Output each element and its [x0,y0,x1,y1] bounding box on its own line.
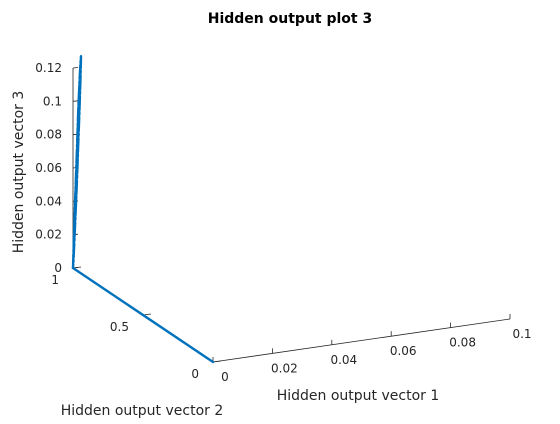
x-tick-label: 0.02 [271,361,298,375]
x-tick-label: 0 [221,370,229,384]
x-tick-label: 0.08 [449,336,476,350]
series-group [71,55,215,364]
y-tick-label: 1 [51,273,59,287]
z-tick-label: 0.1 [43,94,62,108]
x-tick-label: 0.04 [330,353,357,367]
x-axis-title: Hidden output vector 1 [277,388,440,404]
axes-group [72,68,511,363]
z-tick-mark [72,67,79,69]
y-axis-title: Hidden output vector 2 [61,403,224,419]
z-tick-label: 0 [54,261,62,275]
z-tick-label: 0.12 [35,61,62,75]
z-tick-label: 0.04 [35,194,62,208]
y-tick-label: 0 [191,367,199,381]
series-line-segment [71,266,215,364]
z-tick-label: 0.08 [35,128,62,142]
z-axis-title: Hidden output vector 3 [11,91,27,254]
x-axis-line [212,318,511,363]
x-tick-label: 0.1 [512,327,531,341]
chart-title: Hidden output plot 3 [208,11,372,27]
y-tick-label: 0.5 [110,320,129,334]
z-tick-label: 0.02 [35,228,62,242]
z-tick-mark [72,100,79,102]
z-tick-label: 0.06 [35,161,62,175]
ticks-group: 0 0.02 0.04 0.06 0.08 0.1 0.12 0 0.02 0.04 0.06 0.0… [35,61,531,384]
series-line-loop [71,55,83,270]
y-tick-mark [212,360,222,363]
x-tick-label: 0.06 [390,344,417,358]
